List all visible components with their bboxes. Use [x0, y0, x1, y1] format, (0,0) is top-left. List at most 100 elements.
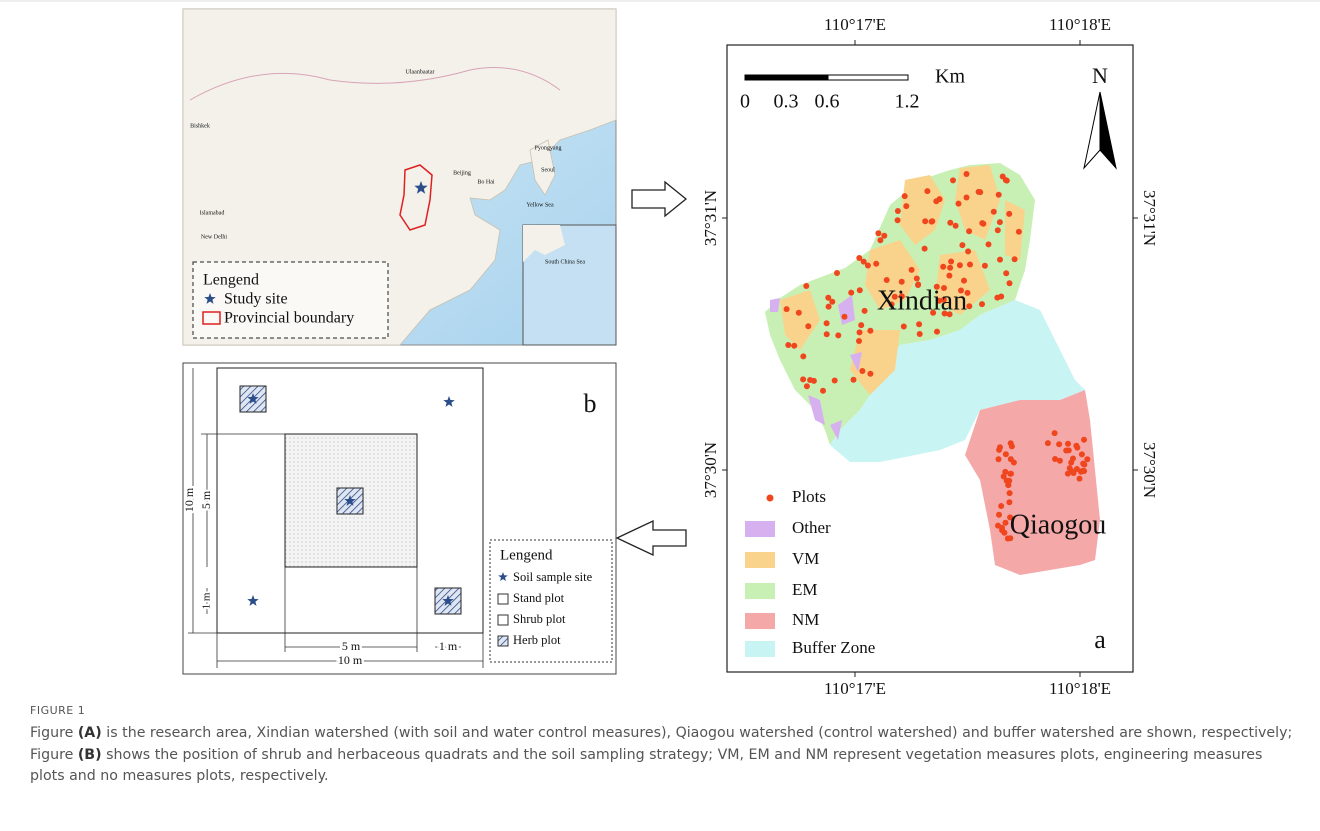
scale-bar — [828, 75, 908, 80]
scale-tick: 0.6 — [815, 91, 840, 113]
plot — [964, 195, 970, 201]
plot — [995, 227, 1001, 233]
lon-label: 110°17'E — [824, 679, 886, 698]
plot — [851, 377, 857, 383]
place-label: Yellow Sea — [526, 202, 554, 208]
plot — [950, 177, 956, 183]
legend-swatch — [745, 521, 775, 537]
legend-item: Herb plot — [513, 633, 561, 647]
legend-item: Other — [792, 518, 831, 537]
plot — [862, 308, 868, 314]
plot — [982, 263, 988, 269]
scale-tick: 1.2 — [895, 91, 920, 113]
plot — [848, 290, 854, 296]
plot — [835, 332, 841, 338]
plot — [934, 329, 940, 335]
plot — [909, 267, 915, 273]
plot — [902, 193, 908, 199]
place-label: Seoul — [541, 167, 555, 173]
plot — [873, 261, 879, 267]
plot — [1003, 177, 1009, 183]
plot — [899, 279, 905, 285]
lat-label: 37°31'N — [701, 190, 720, 246]
plot — [1007, 280, 1013, 286]
caption: FIGURE 1 Figure (A) is the research area… — [30, 704, 1295, 788]
plot — [965, 248, 971, 254]
dim-label: 5 m — [342, 639, 361, 653]
plot — [784, 306, 790, 312]
plot — [1052, 430, 1058, 436]
dim-label: 10 m — [182, 487, 196, 512]
plot — [1065, 441, 1071, 447]
plot — [947, 265, 953, 271]
plot — [791, 343, 797, 349]
plot — [820, 388, 826, 394]
panel-label: b — [584, 389, 597, 418]
plot — [1003, 451, 1009, 457]
plot — [824, 320, 830, 326]
plot — [996, 192, 1002, 198]
plot — [979, 220, 985, 226]
plot — [877, 237, 883, 243]
legend-swatch — [745, 613, 775, 629]
plot — [967, 262, 973, 268]
place-label: Pyongyang — [535, 145, 562, 151]
plot — [1007, 490, 1013, 496]
plot — [857, 287, 863, 293]
plot — [996, 456, 1002, 462]
plot — [929, 218, 935, 224]
plot — [884, 277, 890, 283]
plot — [953, 223, 959, 229]
figure: Lengend Study site Provincial boundary U… — [0, 0, 1320, 700]
plot — [1077, 476, 1083, 482]
lon-label: 110°17'E — [824, 15, 886, 34]
legend-item: Plots — [792, 487, 826, 506]
place-label: Islamabad — [200, 210, 225, 216]
plot — [997, 444, 1003, 450]
plot — [842, 314, 848, 320]
legend-swatch — [745, 552, 775, 568]
plot — [914, 276, 920, 282]
plot — [800, 376, 806, 382]
plot — [937, 196, 943, 202]
caption-text: Figure (A) is the research area, Xindian… — [30, 723, 1295, 788]
dim-label: 5 m — [199, 490, 213, 509]
place-label: New Delhi — [201, 234, 227, 240]
plot — [867, 328, 873, 334]
plot — [1016, 229, 1022, 235]
overview-map: Lengend Study site Provincial boundary U… — [183, 9, 616, 345]
dim-label: 1 m — [201, 592, 213, 609]
plot — [785, 342, 791, 348]
legend-swatch — [498, 615, 508, 625]
plot — [1084, 456, 1090, 462]
plot — [994, 295, 1000, 301]
plot — [999, 527, 1005, 533]
plot — [916, 321, 922, 327]
legend-item: Stand plot — [513, 591, 565, 605]
legend-item: Provincial boundary — [224, 310, 354, 327]
plot — [861, 259, 867, 265]
lat-label: 37°31'N — [1140, 190, 1159, 246]
plot — [986, 241, 992, 247]
scale-bar — [745, 75, 828, 80]
plot — [1008, 471, 1014, 477]
lat-label: 37°30'N — [1140, 442, 1159, 498]
plot — [922, 246, 928, 252]
plot — [1012, 256, 1018, 262]
plot — [966, 228, 972, 234]
plot — [961, 278, 967, 284]
plot — [901, 324, 907, 330]
plot — [1045, 440, 1051, 446]
plot — [1011, 460, 1017, 466]
scale-unit: Km — [935, 66, 965, 88]
legend-item: Soil sample site — [513, 570, 593, 584]
plot — [834, 270, 840, 276]
plot — [805, 323, 811, 329]
plot — [1006, 499, 1012, 505]
arrow — [632, 182, 686, 216]
plot — [957, 262, 963, 268]
plot — [956, 201, 962, 207]
lon-label: 110°18'E — [1049, 15, 1111, 34]
legend-swatch — [498, 594, 508, 604]
north-label: N — [1092, 63, 1108, 88]
